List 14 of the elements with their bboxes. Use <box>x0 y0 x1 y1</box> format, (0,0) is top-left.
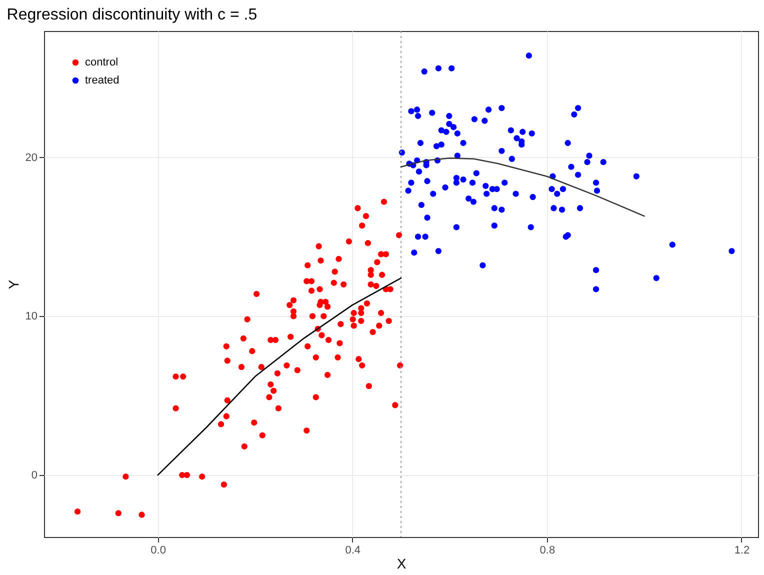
y-tick-label: 0 <box>31 470 38 482</box>
legend-label: control <box>85 56 118 68</box>
line-series <box>400 157 645 217</box>
y-tick-label: 20 <box>25 152 38 164</box>
x-axis-title: X <box>396 556 407 572</box>
x-tick-label: 0.4 <box>345 544 361 556</box>
x-tick-label: 0.8 <box>540 544 556 556</box>
legend-label: treated <box>85 74 120 86</box>
x-tick-label: 0.0 <box>150 544 166 556</box>
y-axis-title: Y <box>5 279 22 290</box>
x-tick-label: 1.2 <box>734 544 750 556</box>
line-series <box>157 277 402 476</box>
chart-title: Regression discontinuity with c = .5 <box>6 6 258 24</box>
y-tick-label: 10 <box>25 310 38 323</box>
